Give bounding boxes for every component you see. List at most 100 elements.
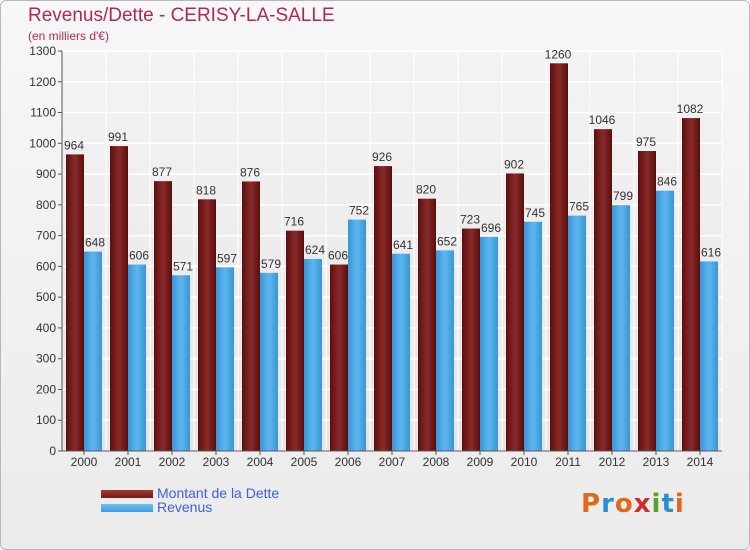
chart-subtitle: (en milliers d'€) <box>28 29 109 43</box>
logo-letter: i <box>674 489 685 519</box>
bar-dette <box>506 173 524 451</box>
data-label-revenus: 752 <box>349 204 369 218</box>
x-tick-label: 2011 <box>555 455 581 469</box>
bar-revenus <box>392 253 410 451</box>
proxiti-logo: Proxiti <box>581 489 685 519</box>
data-label-dette: 818 <box>196 183 216 197</box>
y-tick-label: 1100 <box>30 106 56 120</box>
x-tick-label: 2008 <box>423 455 450 469</box>
bar-revenus <box>524 221 542 451</box>
bar-revenus <box>348 219 366 451</box>
bar-revenus <box>260 272 278 451</box>
data-label-revenus: 799 <box>613 189 633 203</box>
data-label-dette: 876 <box>240 165 260 179</box>
legend-swatch-revenus <box>101 504 153 512</box>
bar-revenus <box>84 251 102 451</box>
data-label-dette: 716 <box>284 215 304 229</box>
x-tick-label: 2014 <box>687 455 714 469</box>
x-tick-label: 2009 <box>467 455 494 469</box>
x-tick-label: 2013 <box>643 455 670 469</box>
data-label-revenus: 641 <box>393 238 413 252</box>
bar-dette <box>418 198 436 451</box>
bar-dette <box>66 154 84 451</box>
y-tick-label: 1000 <box>29 136 56 150</box>
logo-letter: P <box>581 489 602 519</box>
bar-revenus <box>656 190 674 451</box>
bar-dette <box>638 151 656 451</box>
data-label-dette: 723 <box>460 213 480 227</box>
data-label-revenus: 765 <box>569 200 589 214</box>
bar-revenus <box>480 236 498 451</box>
bar-revenus <box>700 261 718 451</box>
y-tick-label: 300 <box>36 352 56 366</box>
x-tick-label: 2000 <box>71 455 98 469</box>
bar-revenus <box>128 264 146 451</box>
y-tick-label: 700 <box>36 229 56 243</box>
bar-revenus <box>172 275 190 451</box>
x-tick-label: 2003 <box>203 455 230 469</box>
data-label-revenus: 624 <box>305 243 325 257</box>
bar-dette <box>374 166 392 452</box>
legend-swatch-dette <box>101 490 153 498</box>
bar-dette <box>198 199 216 451</box>
bar-dette <box>154 181 172 451</box>
y-tick-label: 0 <box>49 444 56 458</box>
logo-letter: o <box>614 489 634 519</box>
y-tick-label: 1200 <box>29 75 56 89</box>
bar-dette <box>594 129 612 451</box>
data-label-revenus: 648 <box>85 236 105 250</box>
y-tick-label: 900 <box>36 167 56 181</box>
legend-label-revenus: Revenus <box>157 499 213 515</box>
data-label-dette: 975 <box>636 135 656 149</box>
data-label-dette: 991 <box>108 130 128 144</box>
data-label-dette: 877 <box>152 165 172 179</box>
data-label-dette: 820 <box>416 183 436 197</box>
bar-revenus <box>436 250 454 451</box>
y-tick-label: 600 <box>36 259 56 273</box>
x-tick-label: 2004 <box>247 455 274 469</box>
bar-dette <box>242 181 260 451</box>
chart-title: Revenus/Dette - CERISY-LA-SALLE <box>28 5 335 26</box>
data-label-revenus: 597 <box>217 251 237 265</box>
bar-revenus <box>568 215 586 451</box>
data-label-revenus: 579 <box>261 257 281 271</box>
logo-letter: t <box>661 489 675 519</box>
logo-letter: i <box>651 489 662 519</box>
x-tick-label: 2005 <box>291 455 318 469</box>
data-label-dette: 1046 <box>589 113 616 127</box>
data-label-revenus: 745 <box>525 206 545 220</box>
data-label-revenus: 606 <box>129 249 149 263</box>
bar-dette <box>330 264 348 451</box>
bar-dette <box>462 228 480 451</box>
legend-label-dette: Montant de la Dette <box>157 485 280 501</box>
x-tick-label: 2010 <box>511 455 538 469</box>
x-tick-label: 2002 <box>159 455 186 469</box>
logo-letter: x <box>633 489 652 519</box>
data-label-revenus: 846 <box>657 175 677 189</box>
data-label-dette: 926 <box>372 150 392 164</box>
bar-revenus <box>612 205 630 451</box>
bar-dette <box>110 146 128 452</box>
x-tick-label: 2006 <box>335 455 362 469</box>
y-tick-label: 1300 <box>29 44 56 58</box>
bar-dette <box>550 63 568 452</box>
bar-dette <box>286 230 304 451</box>
y-tick-label: 100 <box>36 413 56 427</box>
y-tick-label: 500 <box>36 290 56 304</box>
data-label-dette: 1260 <box>545 47 572 61</box>
data-label-revenus: 571 <box>173 259 193 273</box>
y-tick-label: 800 <box>36 198 56 212</box>
x-tick-label: 2007 <box>379 455 406 469</box>
y-tick-label: 400 <box>36 321 56 335</box>
logo-letter: r <box>601 489 615 519</box>
x-tick-label: 2001 <box>115 455 142 469</box>
y-tick-label: 200 <box>36 382 56 396</box>
bar-revenus <box>304 259 322 451</box>
data-label-revenus: 652 <box>437 234 457 248</box>
data-label-dette: 1082 <box>677 102 704 116</box>
bar-dette <box>682 118 700 452</box>
data-label-dette: 964 <box>64 138 84 152</box>
data-label-dette: 606 <box>328 249 348 263</box>
x-tick-label: 2012 <box>599 455 626 469</box>
